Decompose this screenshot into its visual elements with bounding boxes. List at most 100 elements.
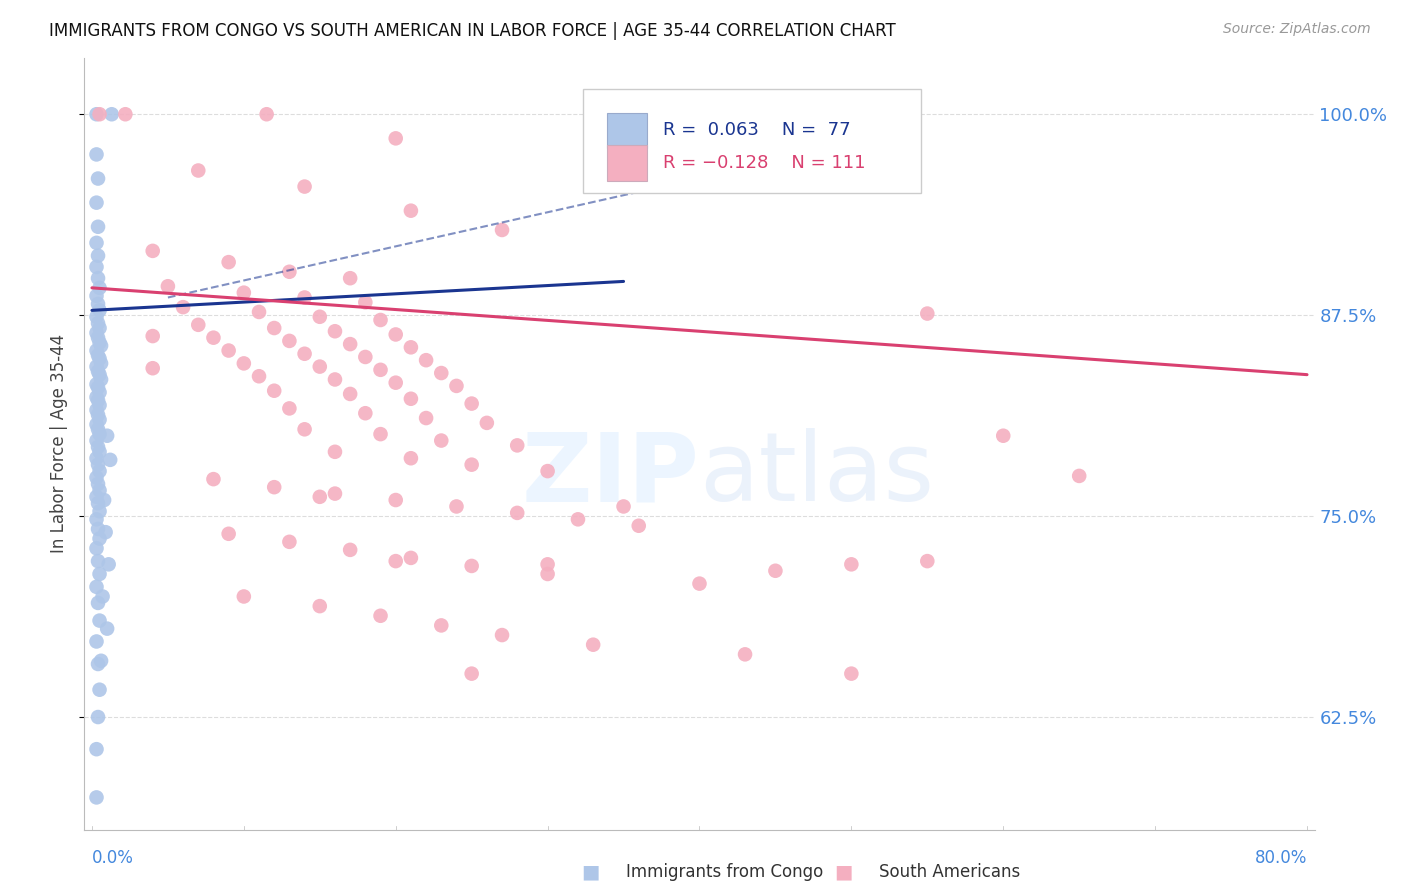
Point <box>993 428 1015 442</box>
Point <box>87 710 110 724</box>
Point <box>232 285 254 300</box>
Point <box>86 260 108 274</box>
Point <box>87 596 110 610</box>
Point <box>323 445 346 459</box>
Point <box>370 313 392 327</box>
Point <box>91 590 114 604</box>
Point <box>90 356 112 370</box>
Text: Source: ZipAtlas.com: Source: ZipAtlas.com <box>1223 22 1371 37</box>
Point <box>841 558 863 572</box>
Point <box>90 339 112 353</box>
Point <box>841 666 863 681</box>
Text: IMMIGRANTS FROM CONGO VS SOUTH AMERICAN IN LABOR FORCE | AGE 35-44 CORRELATION C: IMMIGRANTS FROM CONGO VS SOUTH AMERICAN … <box>49 22 896 40</box>
Point <box>354 350 377 364</box>
Point <box>89 464 111 478</box>
Point <box>399 340 422 354</box>
Point <box>90 654 112 668</box>
Point <box>323 324 346 338</box>
Point <box>86 235 108 250</box>
Point <box>86 403 108 417</box>
Point <box>446 379 468 393</box>
Point <box>339 542 361 557</box>
Point <box>491 628 513 642</box>
Point <box>232 590 254 604</box>
Point <box>917 307 939 321</box>
Point <box>89 107 111 121</box>
Point <box>399 203 422 218</box>
Point <box>89 368 111 382</box>
Point <box>278 265 301 279</box>
Point <box>87 554 110 568</box>
Point <box>93 493 115 508</box>
Point <box>86 512 108 526</box>
Point <box>87 331 110 345</box>
Point <box>323 372 346 386</box>
Point <box>100 107 122 121</box>
Point <box>87 297 110 311</box>
Text: Immigrants from Congo: Immigrants from Congo <box>626 863 823 881</box>
Point <box>86 310 108 324</box>
Point <box>89 281 111 295</box>
Point <box>308 310 330 324</box>
Point <box>142 244 165 258</box>
Point <box>87 316 110 330</box>
Point <box>294 347 316 361</box>
Point <box>94 525 117 540</box>
Point <box>86 390 108 404</box>
Point <box>308 359 330 374</box>
Point <box>86 359 108 374</box>
Point <box>506 438 529 452</box>
Text: atlas: atlas <box>700 428 935 521</box>
Point <box>87 171 110 186</box>
Point <box>384 327 406 342</box>
Point <box>247 369 270 384</box>
Point <box>339 271 361 285</box>
Point <box>446 500 468 514</box>
Point <box>86 195 108 210</box>
Point <box>339 387 361 401</box>
Point <box>399 392 422 406</box>
Point <box>86 470 108 484</box>
Point <box>415 353 437 368</box>
Point <box>142 329 165 343</box>
Point <box>354 295 377 310</box>
Point <box>89 351 111 366</box>
Point <box>86 541 108 556</box>
Point <box>384 376 406 390</box>
Point <box>689 576 711 591</box>
Point <box>86 634 108 648</box>
Point <box>582 638 605 652</box>
Point <box>89 303 111 318</box>
Point <box>1069 469 1091 483</box>
Point <box>278 534 301 549</box>
Point <box>460 396 482 410</box>
Point <box>90 372 112 386</box>
Point <box>263 384 285 398</box>
Point <box>734 648 756 662</box>
Point <box>339 337 361 351</box>
Point <box>89 566 111 581</box>
Point <box>89 504 111 518</box>
Point <box>256 107 278 121</box>
Point <box>308 599 330 614</box>
Point <box>384 131 406 145</box>
Point <box>202 472 225 486</box>
Point <box>202 331 225 345</box>
Point <box>506 506 529 520</box>
Point <box>87 408 110 422</box>
Point <box>86 580 108 594</box>
Point <box>89 335 111 350</box>
Point <box>86 289 108 303</box>
Point <box>89 682 111 697</box>
Text: South Americans: South Americans <box>879 863 1019 881</box>
Point <box>87 477 110 491</box>
Point <box>218 255 240 269</box>
Y-axis label: In Labor Force | Age 35-44: In Labor Force | Age 35-44 <box>51 334 69 553</box>
Point <box>263 321 285 335</box>
Point <box>218 343 240 358</box>
Point <box>86 417 108 432</box>
Point <box>187 318 209 332</box>
Point <box>475 416 498 430</box>
Point <box>142 361 165 376</box>
Point <box>87 496 110 510</box>
